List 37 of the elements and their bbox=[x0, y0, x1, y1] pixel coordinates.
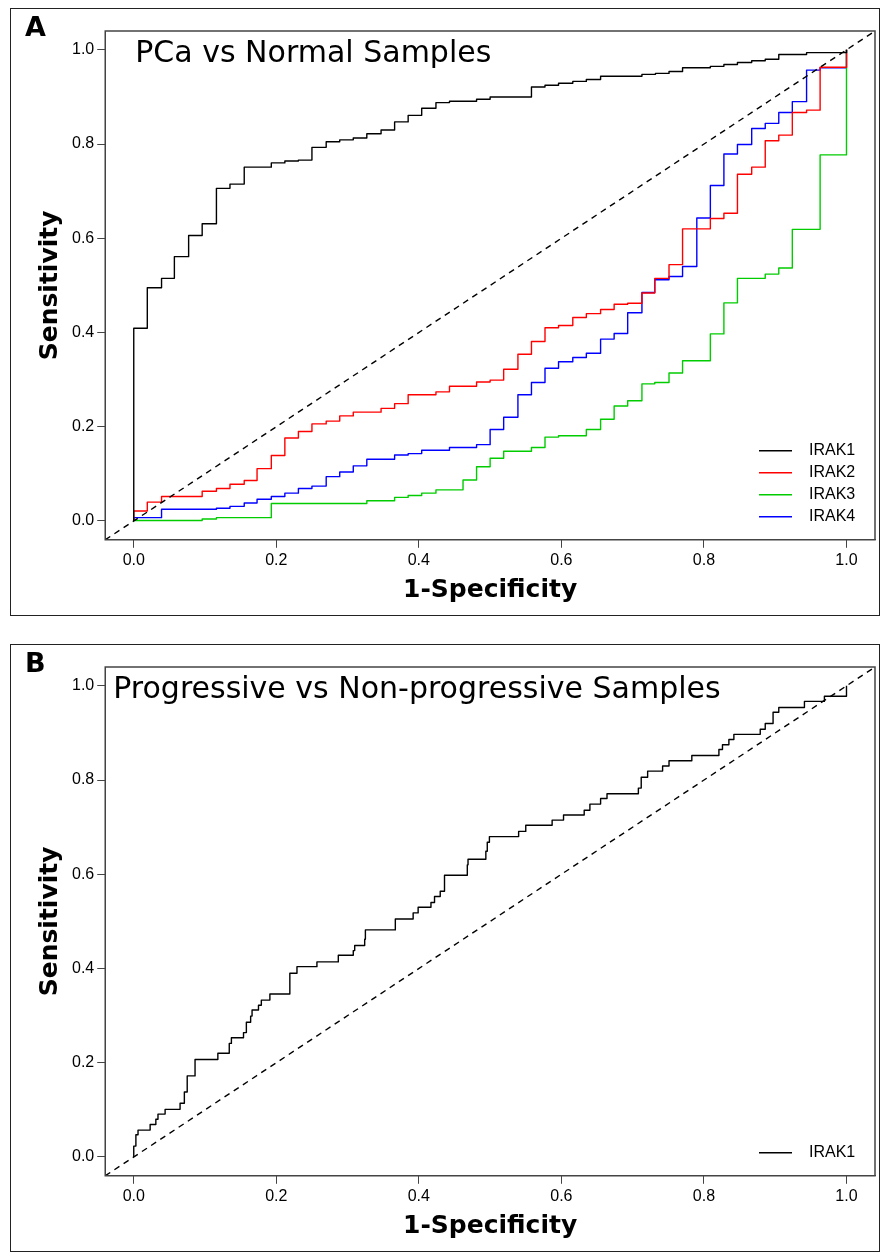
x-tick-label: 0.0 bbox=[122, 1186, 145, 1204]
legend-label: IRAK4 bbox=[809, 507, 856, 525]
legend-label: IRAK1 bbox=[809, 1143, 856, 1161]
y-axis-title: Sensitivity bbox=[33, 846, 63, 997]
legend-label: IRAK3 bbox=[809, 485, 856, 503]
chart-title: Progressive vs Non-progressive Samples bbox=[113, 669, 721, 705]
text: A bbox=[25, 11, 46, 42]
y-tick-label: 0.0 bbox=[71, 511, 95, 529]
y-tick-label: 0.2 bbox=[71, 417, 95, 435]
y-tick-label: 0.6 bbox=[71, 864, 95, 882]
text: B bbox=[25, 647, 46, 678]
x-tick-label: 0.8 bbox=[692, 1186, 716, 1204]
y-tick-label: 0.8 bbox=[71, 134, 95, 152]
y-tick-label: 0.4 bbox=[71, 322, 95, 340]
x-tick-label: 0.6 bbox=[550, 1186, 573, 1204]
x-tick-label: 0.8 bbox=[692, 550, 716, 568]
x-tick-label: 0.2 bbox=[265, 550, 288, 568]
legend-label: IRAK2 bbox=[809, 463, 856, 481]
y-tick-label: 0.2 bbox=[71, 1053, 95, 1071]
x-tick-label: 0.4 bbox=[407, 1186, 431, 1204]
x-tick-label: 0.0 bbox=[122, 550, 145, 568]
y-tick-label: 1.0 bbox=[71, 40, 95, 58]
y-axis-title: Sensitivity bbox=[33, 210, 63, 361]
x-tick-label: 0.2 bbox=[265, 1186, 288, 1204]
y-tick-label: 0.6 bbox=[71, 228, 95, 246]
y-tick-label: 0.0 bbox=[71, 1147, 95, 1165]
y-tick-label: 1.0 bbox=[71, 676, 95, 694]
x-axis-title: 1-Specificity bbox=[403, 573, 578, 603]
legend-label: IRAK1 bbox=[809, 441, 856, 459]
x-axis-title: 1-Specificity bbox=[403, 1209, 578, 1239]
x-tick-label: 1.0 bbox=[835, 1186, 858, 1204]
x-tick-label: 0.4 bbox=[407, 550, 431, 568]
y-tick-label: 0.8 bbox=[71, 770, 95, 788]
y-tick-label: 0.4 bbox=[71, 958, 95, 976]
x-tick-label: 1.0 bbox=[835, 550, 858, 568]
x-tick-label: 0.6 bbox=[550, 550, 573, 568]
chart-title: PCa vs Normal Samples bbox=[135, 33, 492, 69]
